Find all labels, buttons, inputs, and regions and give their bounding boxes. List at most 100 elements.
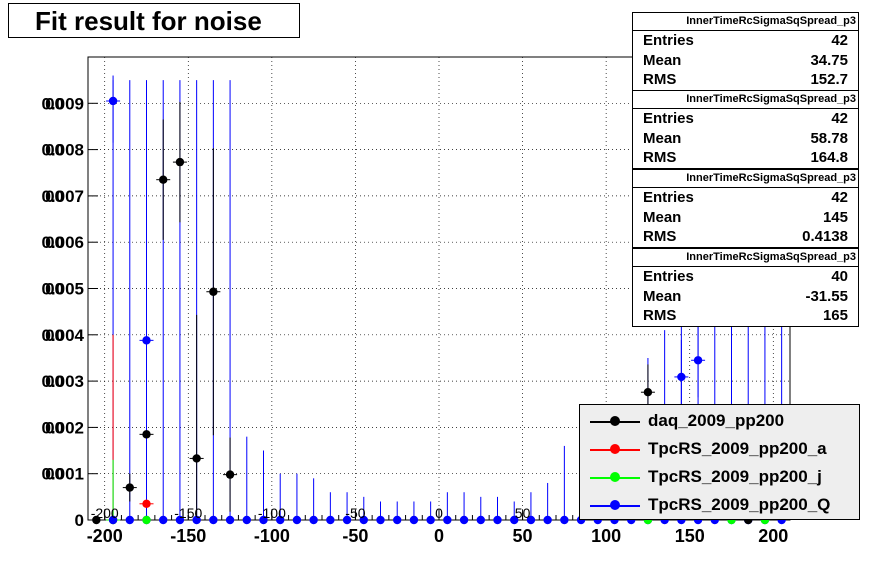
x-overlay-label: -150 [174,505,202,521]
stats-row: RMS 152.7 [633,70,858,90]
legend-item: TpcRS_2009_pp200_Q [580,492,859,518]
baseline-point [426,515,435,525]
baseline-point [209,515,218,525]
data-point [142,430,151,439]
baseline-point [292,515,302,525]
legend-label: daq_2009_pp200 [648,411,785,430]
stats-row: Mean 145 [633,208,858,228]
legend-item: TpcRS_2009_pp200_a [580,436,859,462]
stats-row: Mean 58.78 [633,129,858,149]
data-point [159,175,168,184]
stats-key: Entries [643,189,694,206]
data-point [108,96,118,106]
legend-marker [610,444,620,454]
stats-header: InnerTimeRcSigmaSqSpread_p3 [633,91,858,109]
baseline-point [108,515,118,525]
x-tick-label: -200 [87,526,123,546]
x-tick-label: 50 [513,526,533,546]
x-tick-label: 100 [591,526,621,546]
y-tick-label: 0.008 [41,141,84,160]
x-overlay-label: -200 [91,505,119,521]
baseline-point [276,515,285,525]
y-tick-overlay-label: 00 [45,187,64,206]
baseline-point [510,515,519,525]
stats-value: 34.75 [810,51,848,69]
data-point [125,483,134,492]
stats-value: 145 [822,208,848,226]
x-overlay-label: 50 [515,505,531,521]
stats-value: 152.7 [810,71,848,88]
y-tick-label: 0.001 [41,465,84,484]
stats-key: RMS [643,307,677,324]
stats-header: InnerTimeRcSigmaSqSpread_p3 [633,170,858,188]
stats-header: InnerTimeRcSigmaSqSpread_p3 [633,249,858,267]
x-overlay-label: 0 [435,505,443,521]
y-tick-overlay-label: 00 [45,233,64,252]
baseline-point [493,515,502,525]
stats-box: InnerTimeRcSigmaSqSpread_p3 Entries 40 Mean… [632,248,859,327]
stats-row: Entries 40 [633,267,858,287]
x-tick-label: 200 [758,526,788,546]
stats-value: 42 [831,189,848,206]
baseline-point [159,515,168,525]
legend-label: TpcRS_2009_pp200_Q [648,495,831,514]
y-tick-overlay-label: 00 [45,465,64,484]
stats-key: RMS [643,149,677,166]
baseline-point [560,515,569,525]
stats-key: RMS [643,71,677,88]
stats-value: 40 [831,268,848,285]
data-point [142,336,151,345]
legend-label: TpcRS_2009_pp200_j [648,467,822,486]
y-tick-overlay-label: 00 [45,372,64,391]
stats-key: RMS [643,228,677,245]
stats-key: Mean [643,129,682,147]
baseline-point [342,515,352,525]
data-point [192,454,201,463]
y-tick-label: 0.009 [41,94,84,113]
stats-row: RMS 0.4138 [633,227,858,247]
baseline-point [175,515,185,525]
stats-key: Mean [643,51,682,69]
legend-marker [610,500,620,510]
y-tick-overlay-label: 00 [45,141,64,160]
stats-value: 0.4138 [802,228,848,245]
x-tick-label: -150 [170,526,206,546]
x-overlay-label: -100 [258,505,286,521]
stats-value: 58.78 [810,129,848,147]
legend-item: TpcRS_2009_pp200_j [580,464,859,490]
stats-row: Entries 42 [633,188,858,208]
baseline-point [409,515,419,525]
x-tick-label: -100 [254,526,290,546]
chart-title-box: Fit result for noise [8,3,300,38]
stats-header: InnerTimeRcSigmaSqSpread_p3 [633,13,858,31]
x-tick-label: 150 [675,526,705,546]
data-point [142,499,151,508]
y-tick-label: 0.003 [41,372,84,391]
y-tick-overlay-label: 00 [45,326,64,345]
stats-row: Mean 34.75 [633,51,858,71]
baseline-point [359,515,368,525]
legend-label: TpcRS_2009_pp200_a [648,439,827,458]
baseline-point [142,515,151,525]
baseline-point [326,515,335,525]
stats-key: Mean [643,208,682,226]
tick-labels-layer: -200 -150 -100 -50 0 50 100 150 20000.001000.002… [41,94,788,546]
stats-box: InnerTimeRcSigmaSqSpread_p3 Entries 42 Mean… [632,90,859,169]
stats-row: Entries 42 [633,31,858,51]
y-tick-label: 0.005 [41,280,84,299]
baseline-point [192,515,201,525]
y-tick-label: 0.006 [41,233,84,252]
x-tick-label: 0 [434,526,444,546]
y-tick-overlay-label: 00 [45,418,64,437]
data-point [643,388,653,397]
baseline-point [125,515,134,525]
stats-key: Entries [643,110,694,127]
stats-row: Entries 42 [633,109,858,129]
baseline-point [259,515,268,525]
data-point [209,287,218,296]
y-tick-overlay-label: 00 [45,94,64,113]
baseline-point [393,515,402,525]
y-tick-overlay-label: 00 [45,280,64,299]
chart-title: Fit result for noise [35,6,262,36]
legend-marker [610,416,620,426]
